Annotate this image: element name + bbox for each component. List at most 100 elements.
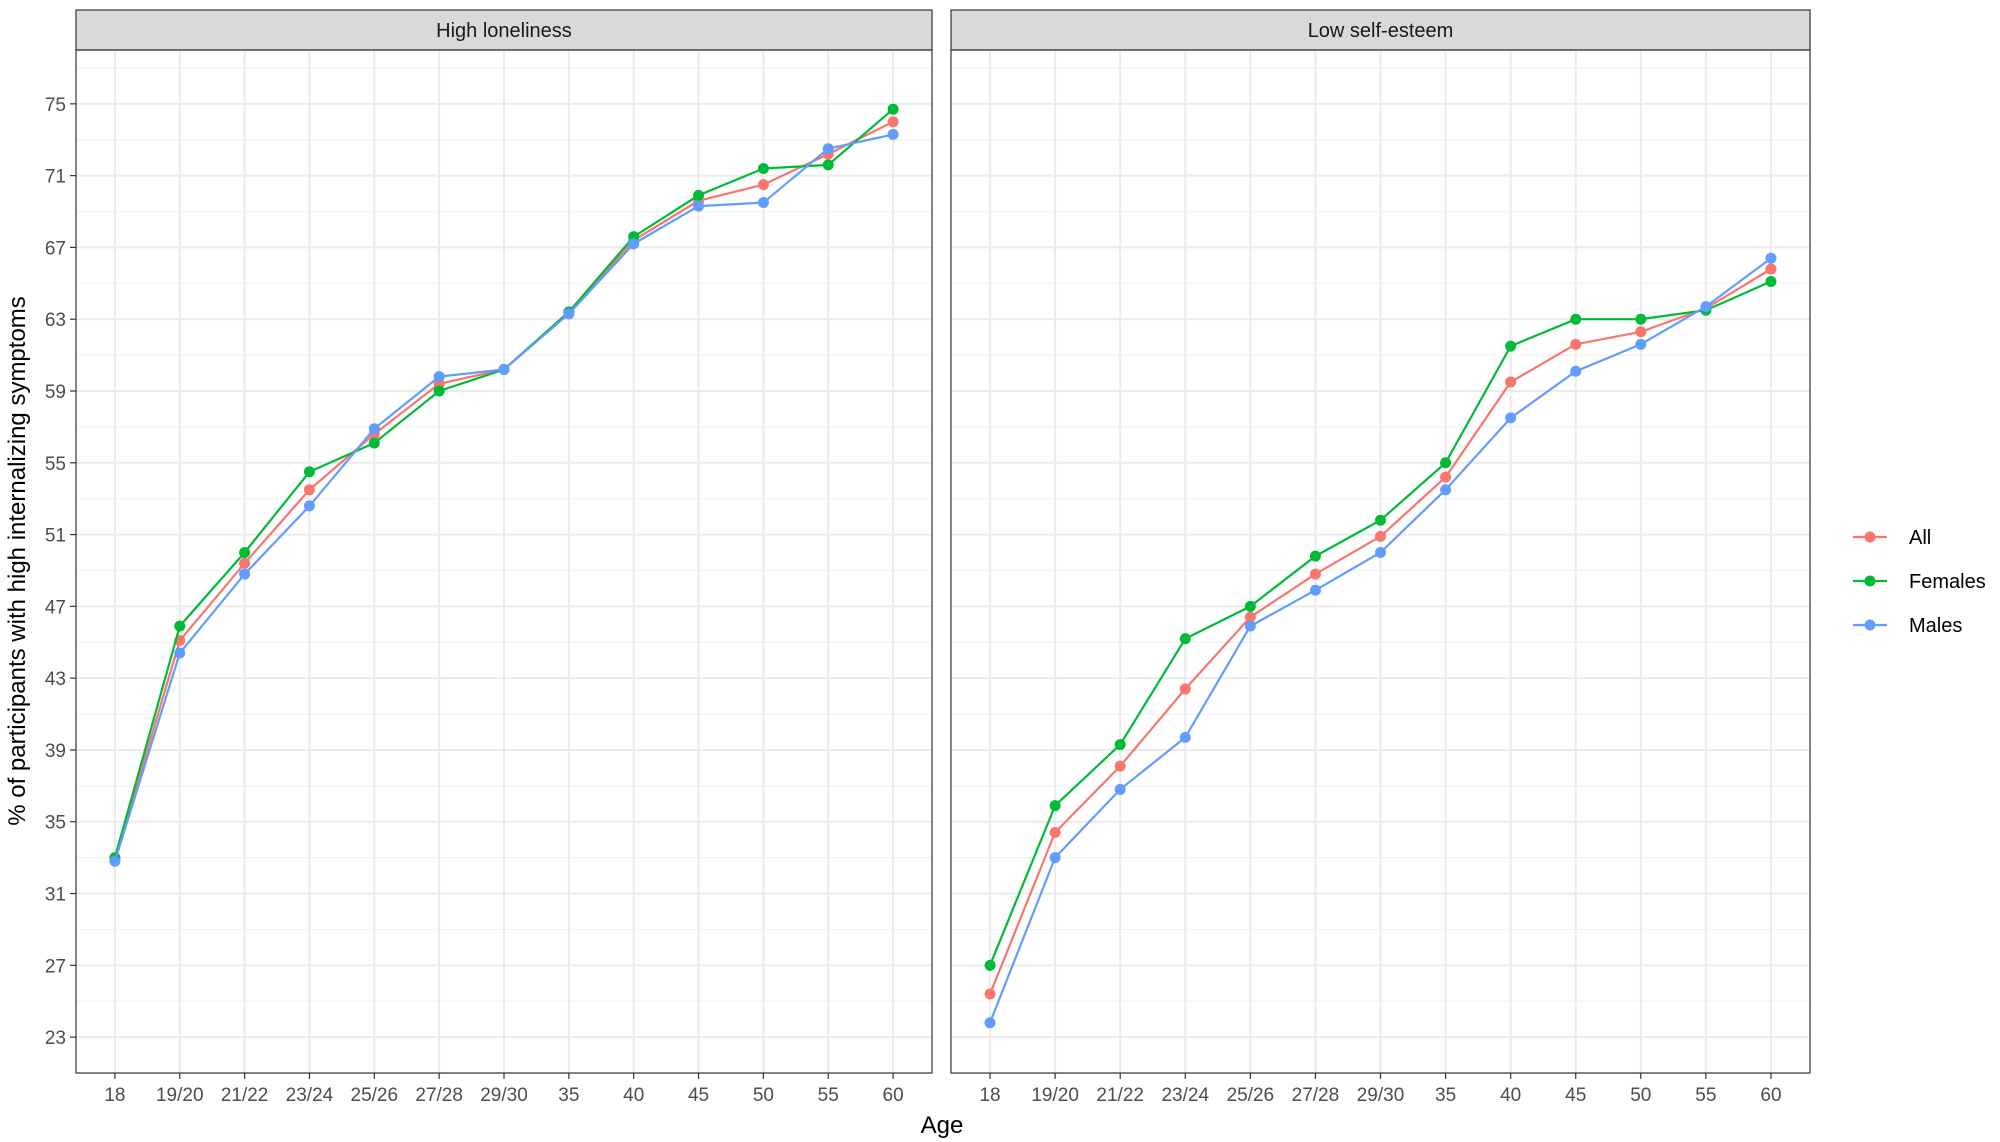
x-tick-label: 21/22 bbox=[1096, 1085, 1144, 1106]
data-point-all bbox=[1114, 760, 1126, 772]
data-point-males bbox=[433, 371, 445, 383]
panel-strip bbox=[75, 9, 933, 51]
x-tick-label: 50 bbox=[753, 1085, 774, 1106]
data-point-females bbox=[1440, 457, 1452, 469]
data-point-all bbox=[1309, 568, 1321, 580]
x-tick-label: 60 bbox=[883, 1085, 904, 1106]
x-tick-label: 21/22 bbox=[221, 1085, 269, 1106]
data-point-females bbox=[693, 189, 705, 201]
y-tick-label: 39 bbox=[45, 741, 66, 762]
data-point-females bbox=[1765, 276, 1777, 288]
panel-title: Low self-esteem bbox=[1308, 20, 1454, 42]
data-point-all bbox=[1049, 827, 1061, 839]
legend-key-point-females bbox=[1864, 575, 1876, 587]
data-point-males bbox=[887, 128, 899, 140]
data-point-all bbox=[1505, 376, 1517, 388]
data-point-females bbox=[984, 959, 996, 971]
data-point-females bbox=[433, 385, 445, 397]
data-point-females bbox=[239, 547, 251, 559]
data-point-males bbox=[1179, 731, 1191, 743]
x-tick-label: 25/26 bbox=[1227, 1085, 1275, 1106]
x-tick-label: 23/24 bbox=[1161, 1085, 1209, 1106]
data-point-all bbox=[1244, 611, 1256, 623]
x-tick-label: 29/30 bbox=[480, 1085, 528, 1106]
data-point-females bbox=[1635, 313, 1647, 325]
data-point-all bbox=[1375, 530, 1386, 542]
data-point-males bbox=[1700, 301, 1712, 313]
x-tick-label: 19/20 bbox=[156, 1085, 204, 1106]
legend: All Females Males bbox=[1853, 527, 1986, 637]
data-point-females bbox=[174, 620, 186, 632]
data-point-females bbox=[368, 437, 380, 449]
data-point-males bbox=[822, 143, 834, 155]
y-tick-label: 67 bbox=[45, 238, 66, 259]
data-point-males bbox=[1375, 547, 1386, 559]
x-tick-label: 40 bbox=[623, 1085, 644, 1106]
x-tick-label: 40 bbox=[1500, 1085, 1521, 1106]
data-point-all bbox=[1570, 338, 1582, 350]
data-point-males bbox=[368, 423, 380, 435]
x-tick-label: 23/24 bbox=[286, 1085, 334, 1106]
data-point-males bbox=[1440, 484, 1452, 496]
data-point-all bbox=[1440, 471, 1452, 483]
data-point-males bbox=[563, 308, 575, 320]
data-point-all bbox=[239, 557, 251, 569]
data-point-males bbox=[1505, 412, 1517, 424]
panel-strip bbox=[950, 9, 1811, 51]
data-point-all bbox=[984, 988, 996, 1000]
x-tick-label: 19/20 bbox=[1031, 1085, 1079, 1106]
y-axis-title: % of participants with high internalizin… bbox=[4, 296, 31, 826]
y-tick-label: 59 bbox=[45, 382, 66, 403]
legend-label-females: Females bbox=[1909, 571, 1986, 593]
data-point-females bbox=[1570, 313, 1582, 325]
legend-key-point-all bbox=[1864, 531, 1876, 543]
data-point-all bbox=[303, 484, 315, 496]
x-tick-label: 45 bbox=[1565, 1085, 1586, 1106]
data-point-males bbox=[1049, 852, 1061, 864]
data-point-females bbox=[1049, 800, 1061, 812]
data-point-males bbox=[498, 363, 510, 375]
data-point-all bbox=[1179, 683, 1191, 695]
data-point-males bbox=[174, 647, 186, 659]
panel-title: High loneliness bbox=[436, 20, 572, 42]
legend-key-point-males bbox=[1864, 619, 1876, 631]
data-point-males bbox=[1244, 620, 1256, 632]
data-point-all bbox=[887, 116, 899, 128]
x-tick-label: 18 bbox=[979, 1085, 1000, 1106]
x-tick-label: 35 bbox=[558, 1085, 579, 1106]
y-tick-label: 63 bbox=[45, 310, 66, 331]
x-axis-title: Age bbox=[921, 1112, 964, 1139]
y-tick-label: 55 bbox=[45, 454, 66, 475]
data-point-males bbox=[239, 568, 251, 580]
x-tick-label: 18 bbox=[104, 1085, 125, 1106]
data-point-males bbox=[303, 500, 315, 512]
y-tick-label: 27 bbox=[45, 956, 66, 977]
data-point-males bbox=[984, 1017, 996, 1029]
data-point-males bbox=[757, 197, 769, 209]
y-tick-label: 75 bbox=[45, 95, 66, 116]
legend-label-all: All bbox=[1909, 527, 1931, 549]
panel-low-self-esteem: Low self-esteem 18 19/20 21/22 23/24 25/26 27/… bbox=[950, 9, 1811, 1106]
data-point-males bbox=[1765, 252, 1777, 264]
x-tick-label: 29/30 bbox=[1357, 1085, 1405, 1106]
data-point-all bbox=[1635, 326, 1647, 338]
y-tick-label: 31 bbox=[45, 885, 66, 906]
data-point-females bbox=[1244, 600, 1256, 612]
data-point-males bbox=[628, 238, 640, 250]
x-tick-label: 35 bbox=[1435, 1085, 1456, 1106]
y-tick-label: 43 bbox=[45, 669, 66, 690]
data-point-males bbox=[1570, 365, 1582, 377]
data-point-females bbox=[822, 159, 834, 171]
data-point-all bbox=[757, 179, 769, 191]
x-tick-label: 60 bbox=[1760, 1085, 1781, 1106]
data-point-females bbox=[1505, 340, 1517, 352]
y-tick-label: 51 bbox=[45, 526, 66, 547]
data-point-females bbox=[887, 103, 899, 115]
data-point-females bbox=[1309, 550, 1321, 562]
data-point-females bbox=[1179, 633, 1191, 645]
x-tick-label: 50 bbox=[1630, 1085, 1651, 1106]
data-point-females bbox=[303, 466, 315, 478]
x-tick-label: 55 bbox=[818, 1085, 839, 1106]
data-point-females bbox=[1114, 739, 1126, 751]
